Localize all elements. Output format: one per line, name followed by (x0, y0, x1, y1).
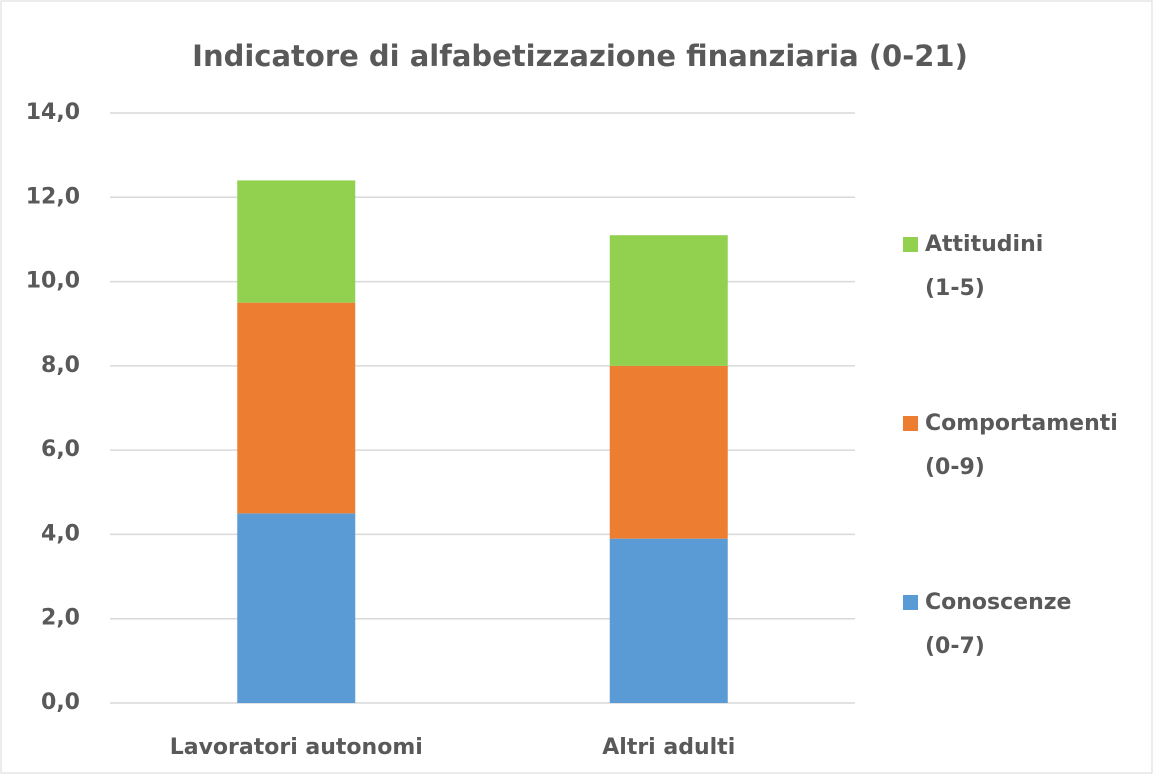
legend-label: Comportamenti (0-9) (925, 411, 1118, 480)
legend-label: Conoscenze (0-7) (925, 590, 1071, 659)
bar-segment (609, 365, 728, 539)
y-tick-label: 14,0 (26, 100, 80, 125)
bar-segment (237, 302, 356, 514)
y-tick-label: 8,0 (41, 353, 80, 378)
legend-label: Attitudini (1-5) (925, 232, 1043, 301)
x-tick-label: Lavoratori autonomi (170, 735, 423, 760)
legend-swatch (903, 416, 918, 431)
y-tick-label: 10,0 (26, 269, 80, 294)
y-tick-label: 2,0 (41, 606, 80, 631)
y-tick-label: 4,0 (41, 521, 80, 546)
bar-segment (237, 513, 356, 703)
y-tick-label: 12,0 (26, 184, 80, 209)
legend-swatch (903, 595, 918, 610)
chart-title: Indicatore di alfabetizzazione finanziar… (192, 39, 968, 73)
x-tick-label: Altri adulti (602, 735, 735, 760)
bar-segment (609, 538, 728, 703)
legend-swatch (903, 237, 918, 252)
y-tick-label: 6,0 (41, 437, 80, 462)
bar-segment (237, 180, 356, 303)
y-tick-label: 0,0 (41, 690, 80, 715)
bar-segment (609, 235, 728, 366)
